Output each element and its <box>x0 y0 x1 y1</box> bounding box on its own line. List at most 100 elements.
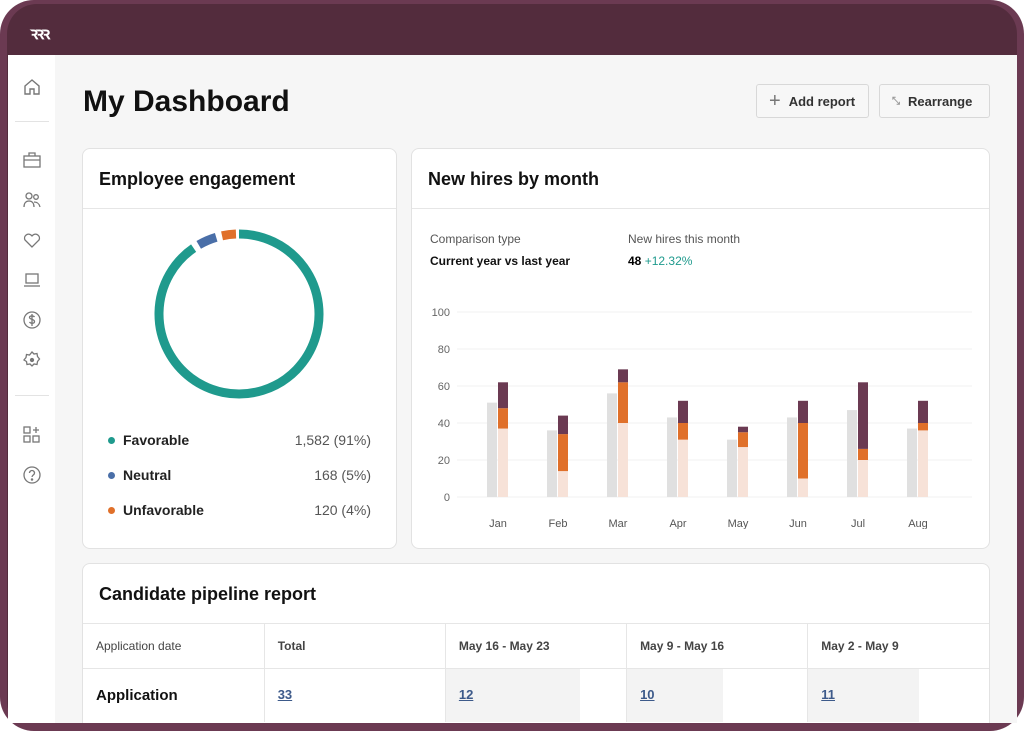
dollar-icon[interactable] <box>21 309 43 331</box>
y-tick-label: 20 <box>438 455 450 467</box>
column-header: Total <box>264 623 446 669</box>
column-header: May 9 - May 16 <box>626 623 809 669</box>
bar-last-year-Jun[interactable] <box>787 417 797 497</box>
legend-value: 120 (4%) <box>314 502 371 518</box>
donut-segment-favorable <box>154 229 324 399</box>
y-tick-label: 100 <box>432 307 450 319</box>
bar-segment-2-Feb[interactable] <box>558 434 568 472</box>
pipeline-table: Application date Total May 16 - May 23 M… <box>83 623 989 722</box>
legend-value: 168 (5%) <box>314 467 371 483</box>
page-title: My Dashboard <box>83 85 290 118</box>
bar-segment-1-Aug[interactable] <box>918 430 928 497</box>
engagement-donut <box>154 229 324 399</box>
apps-add-icon[interactable] <box>21 424 43 446</box>
hires-chart: 0 20 40 60 80 100 Jan Feb Mar Apr May Jun Jul Aug <box>432 307 972 529</box>
x-tick-label: Jul <box>851 518 865 529</box>
bar-segment-3-Mar[interactable] <box>618 369 628 383</box>
bar-segment-1-Jun[interactable] <box>798 478 808 498</box>
count-link[interactable]: 11 <box>821 687 835 703</box>
y-tick-label: 40 <box>438 418 450 430</box>
row-label: Application <box>83 668 265 722</box>
bar-segment-2-May[interactable] <box>738 432 748 448</box>
people-icon[interactable] <box>21 189 43 211</box>
bar-segment-3-Jan[interactable] <box>498 382 508 409</box>
heart-icon[interactable] <box>21 229 43 251</box>
bar-last-year-Jan[interactable] <box>487 402 497 497</box>
bar-segment-2-Jan[interactable] <box>498 408 508 429</box>
bar-segment-3-Feb[interactable] <box>558 415 568 435</box>
legend-value: 1,582 (91%) <box>294 432 371 448</box>
bar-segment-3-May[interactable] <box>738 426 748 433</box>
main-content: My Dashboard + Add report ⤡ Rearrange Empl… <box>55 55 1017 723</box>
cell: 12 <box>445 668 628 722</box>
cell: 10 <box>626 668 809 722</box>
x-tick-label: Jan <box>489 518 507 529</box>
sidebar-divider <box>15 395 49 396</box>
column-header: May 16 - May 23 <box>445 623 628 669</box>
y-tick-label: 0 <box>444 492 450 504</box>
sidebar-divider <box>15 121 49 122</box>
legend-item: Unfavorable 120 (4%) <box>108 502 371 518</box>
legend-item: Neutral 168 (5%) <box>108 467 371 483</box>
count-link[interactable]: 12 <box>458 687 474 703</box>
donut-segment-unfavorable <box>221 229 237 241</box>
bar-segment-1-Jan[interactable] <box>498 428 508 497</box>
x-tick-label: Mar <box>609 518 628 529</box>
bar-last-year-Aug[interactable] <box>907 428 917 497</box>
legend-dot <box>108 506 115 514</box>
month-value: 48 <box>628 254 642 268</box>
legend-label: Unfavorable <box>123 502 204 518</box>
y-tick-label: 80 <box>438 344 450 356</box>
bar-segment-1-Jul[interactable] <box>858 460 868 497</box>
comparison-select[interactable]: Current year vs last year <box>430 254 571 268</box>
bar-last-year-Feb[interactable] <box>547 430 557 497</box>
column-header: Application date <box>83 623 265 669</box>
x-tick-label: May <box>728 518 749 529</box>
cell-fill <box>445 669 580 722</box>
bar-last-year-Apr[interactable] <box>667 417 677 497</box>
month-value-group: 48 +12.32% <box>628 254 692 268</box>
bar-segment-2-Aug[interactable] <box>918 423 928 431</box>
sidebar <box>8 55 55 723</box>
bar-segment-2-Jun[interactable] <box>798 423 808 479</box>
bar-segment-3-Apr[interactable] <box>678 400 688 423</box>
bar-segment-2-Jul[interactable] <box>858 448 868 460</box>
x-tick-label: Jun <box>789 518 807 529</box>
table-header-row: Application date Total May 16 - May 23 M… <box>83 623 989 669</box>
bar-segment-3-Jul[interactable] <box>858 382 868 449</box>
bar-last-year-Jul[interactable] <box>847 410 857 497</box>
laptop-icon[interactable] <box>21 269 43 291</box>
bar-segment-2-Mar[interactable] <box>618 382 628 423</box>
bar-segment-1-Feb[interactable] <box>558 471 568 497</box>
bar-segment-3-Aug[interactable] <box>918 400 928 423</box>
legend-item: Favorable 1,582 (91%) <box>108 432 371 448</box>
x-tick-label: Apr <box>669 518 686 529</box>
legend-dot <box>108 436 115 444</box>
rearrange-button[interactable]: ⤡ Rearrange <box>879 84 990 118</box>
bar-last-year-May[interactable] <box>727 439 737 497</box>
bar-last-year-Mar[interactable] <box>607 393 617 497</box>
home-icon[interactable] <box>21 76 43 98</box>
help-icon[interactable] <box>21 464 43 486</box>
logo[interactable]: ꝛꝛꝛ <box>30 24 50 43</box>
card-title: Candidate pipeline report <box>99 584 317 604</box>
add-report-button[interactable]: + Add report <box>756 84 869 118</box>
total-link[interactable]: 33 <box>277 687 293 703</box>
top-bar: ꝛꝛꝛ <box>7 4 1017 55</box>
count-link[interactable]: 10 <box>640 687 655 703</box>
card-title: New hires by month <box>412 149 989 209</box>
candidate-pipeline-card: Candidate pipeline report Application da… <box>82 563 990 723</box>
legend-label: Neutral <box>123 467 172 483</box>
column-header: May 2 - May 9 <box>807 623 989 669</box>
briefcase-icon[interactable] <box>21 149 43 171</box>
gear-icon[interactable] <box>21 349 43 371</box>
bar-segment-2-Apr[interactable] <box>678 423 688 440</box>
bar-segment-1-May[interactable] <box>738 447 748 497</box>
bar-segment-3-Jun[interactable] <box>798 400 808 423</box>
plus-icon: + <box>769 89 781 112</box>
employee-engagement-card: Employee engagement Favorable 1,582 (91%)… <box>82 148 397 549</box>
month-label: New hires this month <box>628 232 741 246</box>
bar-segment-1-Apr[interactable] <box>678 439 688 497</box>
bar-segment-1-Mar[interactable] <box>618 423 628 497</box>
cell: 11 <box>808 669 989 722</box>
